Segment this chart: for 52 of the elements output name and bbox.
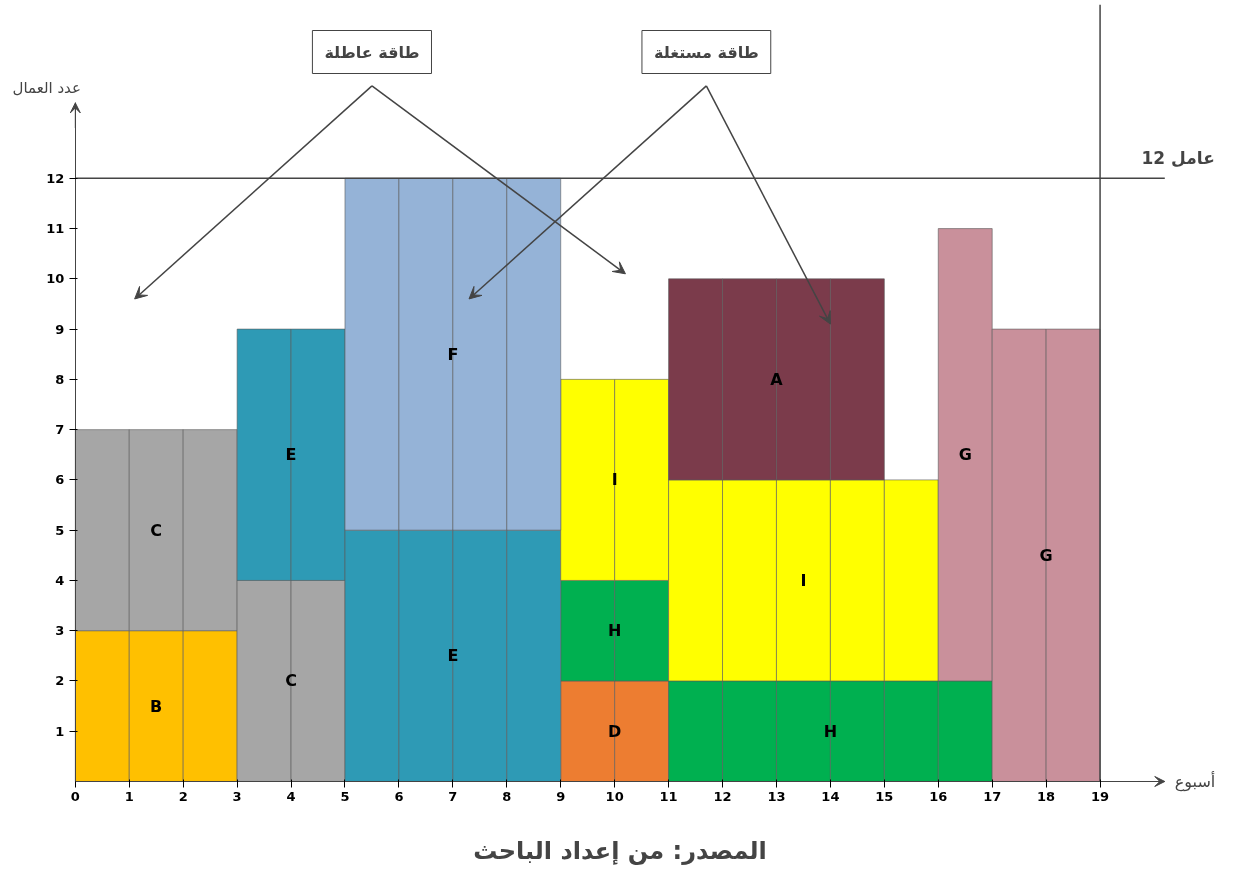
series-label: A <box>770 369 784 389</box>
x-tick-label: 13 <box>767 789 786 805</box>
y-axis-title: عدد العمال <box>12 78 81 97</box>
text: E <box>285 445 297 465</box>
x-tick-label: 17 <box>983 789 1002 805</box>
x-tick-label: 8 <box>502 789 512 805</box>
text: طاقة عاطلة <box>324 42 420 62</box>
ref-line-label: 12 عامل <box>1141 148 1215 169</box>
series-label: C <box>285 671 297 691</box>
x-tick-label: 6 <box>394 789 404 805</box>
x-tick-label: 12 <box>713 789 732 805</box>
text: طاقة مستغلة <box>653 42 759 62</box>
series-label: E <box>447 646 459 666</box>
y-tick-label: 8 <box>55 371 65 387</box>
text: المصدر: من إعداد الباحث <box>473 836 767 865</box>
y-tick-label: 4 <box>55 572 65 588</box>
x-tick-label: 15 <box>875 789 894 805</box>
y-tick-label: 6 <box>55 472 65 488</box>
series-label: G <box>1039 545 1053 565</box>
x-tick-label: 7 <box>448 789 458 805</box>
series-label: I <box>611 470 618 490</box>
y-tick-label: 3 <box>55 623 65 639</box>
y-tick-label: 2 <box>55 673 65 689</box>
y-tick-label: 12 <box>46 170 65 186</box>
series-label: F <box>447 344 459 364</box>
x-tick-label: 3 <box>232 789 242 805</box>
x-tick-label: 2 <box>178 789 188 805</box>
series-label: D <box>608 721 622 741</box>
x-tick-label: 9 <box>556 789 566 805</box>
y-tick-label: 9 <box>55 321 65 337</box>
y-tick-label: 1 <box>55 723 65 739</box>
x-tick-label: 4 <box>286 789 296 805</box>
x-tick-label: 19 <box>1091 789 1110 805</box>
x-tick-label: 5 <box>340 789 350 805</box>
x-tick-label: 18 <box>1037 789 1056 805</box>
series-label: B <box>150 696 163 716</box>
text: G <box>958 445 972 465</box>
y-tick-label: 5 <box>55 522 65 538</box>
text: H <box>823 721 838 741</box>
x-tick-label: 10 <box>605 789 624 805</box>
x-tick-label: 0 <box>70 789 80 805</box>
text: C <box>150 520 163 540</box>
x-tick-label: 11 <box>659 789 678 805</box>
x-axis-title: أسبوع <box>1174 771 1216 792</box>
y-tick-label: 7 <box>55 422 65 438</box>
y-tick-label: 10 <box>46 271 65 287</box>
text: I <box>800 570 807 590</box>
y-tick-label: 11 <box>46 221 65 237</box>
series-label: H <box>607 621 622 641</box>
x-tick-label: 16 <box>929 789 948 805</box>
x-tick-label: 1 <box>124 789 134 805</box>
x-tick-label: 14 <box>821 789 840 805</box>
